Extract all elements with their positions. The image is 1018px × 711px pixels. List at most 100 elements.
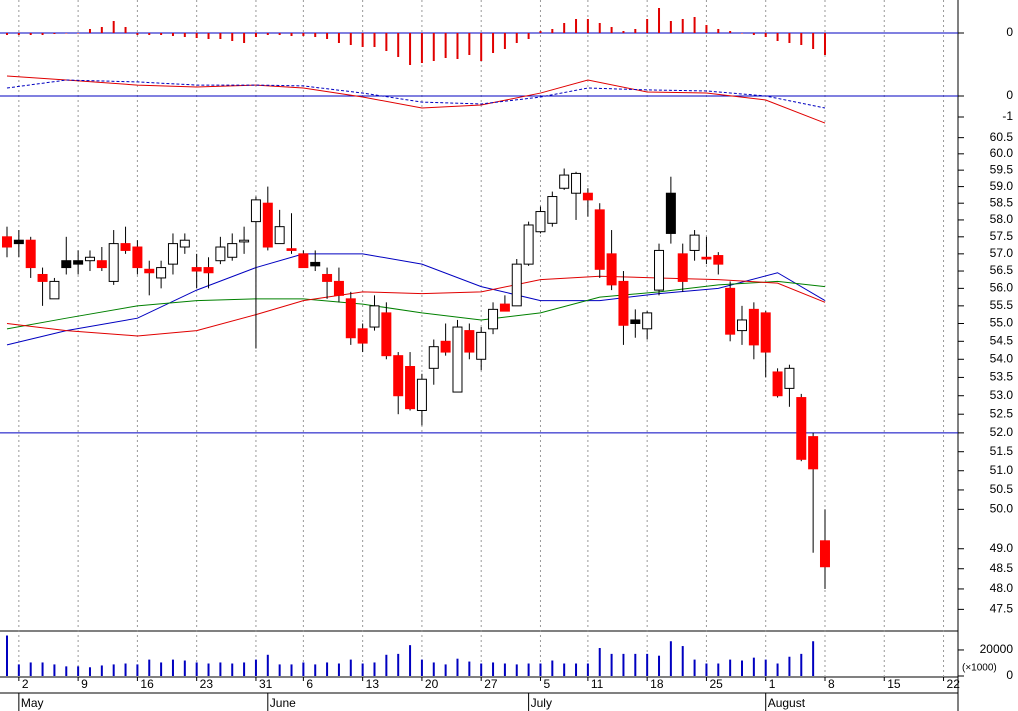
bar <box>397 33 400 57</box>
y-tick-label: 59.5 <box>990 162 1014 176</box>
bar <box>539 31 542 33</box>
bar <box>337 663 340 676</box>
bar <box>88 29 91 33</box>
bar <box>171 33 174 36</box>
candle-body <box>796 397 807 460</box>
bar <box>326 662 329 676</box>
candle-body <box>227 243 238 258</box>
bar <box>409 645 412 676</box>
candle-body <box>748 308 759 346</box>
bar <box>669 21 672 33</box>
candle-body <box>179 239 190 248</box>
y-tick-label: 58.0 <box>990 212 1014 226</box>
bar <box>480 663 483 676</box>
bar <box>812 641 815 676</box>
bar <box>492 33 495 53</box>
candle-body <box>132 246 143 269</box>
bar <box>586 663 589 676</box>
bar <box>53 33 56 34</box>
candle-body <box>618 280 629 326</box>
bar <box>788 33 791 43</box>
bar <box>480 33 483 61</box>
candle-body <box>523 224 534 265</box>
bar <box>314 33 317 37</box>
bar <box>100 665 103 676</box>
unit-label-bg <box>960 662 1002 674</box>
candle-body <box>156 267 167 279</box>
candle-body <box>120 243 131 251</box>
candle-body <box>559 174 570 189</box>
candle-body <box>630 319 641 324</box>
x-tick-label: 22 <box>947 677 961 691</box>
candle-body <box>73 260 84 265</box>
bar <box>681 646 684 676</box>
candle-body <box>262 202 273 248</box>
y-tick-label: 58.5 <box>990 195 1014 209</box>
bar <box>800 33 803 45</box>
bar <box>409 33 412 65</box>
bar <box>764 33 767 37</box>
y-tick-label: 54.5 <box>990 333 1014 347</box>
candle-body <box>274 226 285 245</box>
bar <box>823 33 826 55</box>
x-tick-label: 1 <box>769 677 776 691</box>
bar <box>634 653 637 676</box>
candle-body <box>535 211 546 233</box>
bar <box>41 33 44 35</box>
y-tick-label: 54.0 <box>990 351 1014 365</box>
y-tick-label: 0 <box>1006 668 1013 682</box>
candle-body <box>239 239 250 243</box>
bar <box>468 661 471 676</box>
bar <box>503 663 506 676</box>
candle-body <box>84 256 95 262</box>
candle-body <box>701 256 712 260</box>
candle-body <box>381 312 392 357</box>
bar <box>65 33 68 34</box>
candle-body <box>808 436 819 470</box>
bar <box>112 664 115 676</box>
y-tick-label: 53.5 <box>990 370 1014 384</box>
bar <box>207 663 210 676</box>
bar <box>124 27 127 33</box>
candle-body <box>405 366 416 410</box>
y-tick-label: 50.0 <box>990 502 1014 516</box>
bar <box>432 33 435 61</box>
x-tick-label: 15 <box>887 677 901 691</box>
candle-body <box>452 326 463 393</box>
x-tick-label: 11 <box>591 677 604 691</box>
bar <box>397 653 400 676</box>
bar <box>195 33 198 38</box>
candle-body <box>369 305 380 328</box>
bar <box>207 33 210 39</box>
candle-body <box>250 199 261 223</box>
bar <box>373 33 376 47</box>
candle-body <box>108 243 119 282</box>
bar <box>551 29 554 33</box>
x-tick-label: 31 <box>259 677 273 691</box>
bar <box>456 658 459 676</box>
bar <box>219 662 222 676</box>
bar <box>598 648 601 676</box>
bar <box>468 33 471 55</box>
bar <box>266 33 269 35</box>
month-label: August <box>768 696 806 710</box>
bar <box>171 659 174 676</box>
bar <box>492 662 495 676</box>
y-tick-label: 20000 <box>980 642 1014 656</box>
bar <box>420 33 423 63</box>
bar <box>148 33 151 35</box>
candle-body <box>654 249 665 291</box>
y-tick-label: 57.0 <box>990 246 1014 260</box>
bar <box>41 662 44 676</box>
candle-body <box>393 355 404 397</box>
bar <box>800 653 803 676</box>
bar <box>788 656 791 676</box>
y-tick-label: 57.5 <box>990 229 1014 243</box>
candle-body <box>476 331 487 360</box>
month-label: May <box>21 696 44 710</box>
bar <box>729 31 732 33</box>
bar <box>361 33 364 47</box>
bar <box>290 33 293 36</box>
bar <box>586 19 589 33</box>
